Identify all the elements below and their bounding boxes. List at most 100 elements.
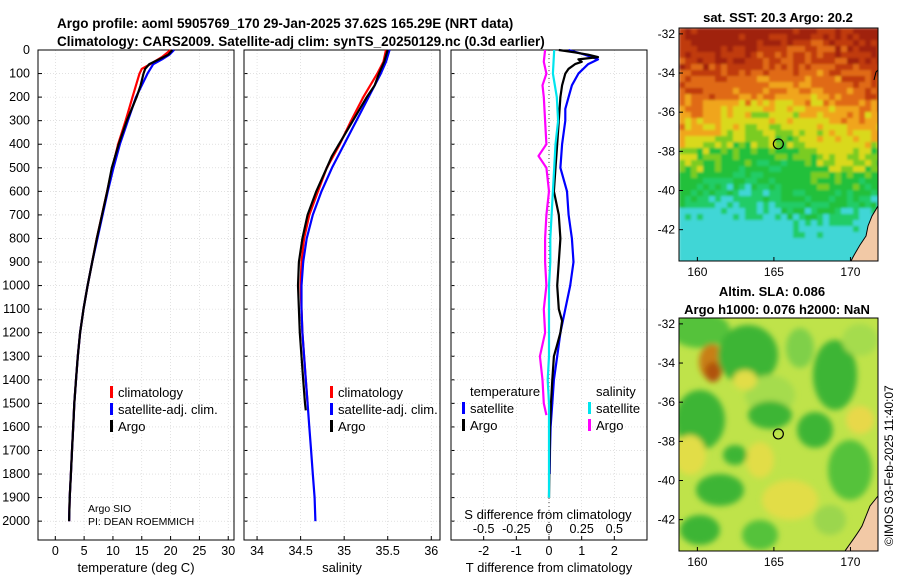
sst-cell (751, 64, 758, 71)
sst-cell (859, 178, 866, 185)
sst-cell (841, 34, 848, 41)
temperature-grid (38, 49, 234, 540)
sst-cell (721, 118, 728, 125)
sst-cell (751, 112, 758, 119)
sst-cell (781, 106, 788, 113)
sst-cell (697, 208, 704, 215)
sst-cell (763, 166, 770, 173)
sst-cell (853, 34, 860, 41)
sst-cell (793, 208, 800, 215)
sst-cell (775, 238, 782, 245)
sst-cell (799, 154, 806, 161)
sst-cell (799, 172, 806, 179)
sst-cell (769, 196, 776, 203)
sst-cell (721, 226, 728, 233)
sst-cell (757, 64, 764, 71)
sla-map-title-1: Altim. SLA: 0.086 (719, 284, 825, 299)
sst-cell (841, 190, 848, 197)
sst-cell (805, 52, 812, 59)
sst-cell (817, 166, 824, 173)
sst-cell (757, 100, 764, 107)
sst-cell (847, 118, 854, 125)
sst-cell (745, 148, 752, 155)
sst-cell (853, 148, 860, 155)
sst-cell (841, 112, 848, 119)
sst-cell (751, 238, 758, 245)
sst-cell (775, 88, 782, 95)
sst-cell (811, 190, 818, 197)
sst-cell (733, 28, 740, 35)
sst-cell (679, 46, 686, 53)
legend-label-climatology: climatology (118, 385, 184, 400)
sst-cell (865, 118, 872, 125)
sst-cell (769, 172, 776, 179)
sst-cell (751, 28, 758, 35)
sst-cell (805, 136, 812, 143)
sst-cell (793, 76, 800, 83)
sst-cell (811, 64, 818, 71)
sst-cell (751, 136, 758, 143)
sst-cell (715, 94, 722, 101)
sst-cell (769, 130, 776, 137)
sst-cell (799, 178, 806, 185)
sst-cell (787, 136, 794, 143)
sst-cell (793, 250, 800, 257)
sst-cell (733, 226, 740, 233)
sst-cell (763, 148, 770, 155)
sst-cell (697, 154, 704, 161)
sst-cell (709, 70, 716, 77)
sst-cell (871, 202, 878, 209)
legend-swatch-t-satellite (462, 402, 465, 414)
sst-cell (697, 142, 704, 149)
legend-swatch-satellite-sal (330, 403, 333, 415)
sst-cell (799, 136, 806, 143)
sst-cell (745, 100, 752, 107)
sst-cell (829, 58, 836, 65)
sst-cell (733, 208, 740, 215)
sst-cell (733, 214, 740, 221)
depth-tick-label: 800 (9, 231, 30, 245)
sst-cell (691, 208, 698, 215)
sst-cell (835, 82, 842, 89)
legend-swatch-s-satellite (588, 402, 591, 414)
sst-cell (727, 238, 734, 245)
sst-cell (817, 100, 824, 107)
sst-cell (763, 184, 770, 191)
sst-cell (835, 94, 842, 101)
sst-cell (793, 238, 800, 245)
sst-cell (691, 238, 698, 245)
sst-cell (715, 244, 722, 251)
sst-cell (817, 202, 824, 209)
sst-cell (823, 250, 830, 257)
sst-cell (805, 94, 812, 101)
sst-cell (835, 34, 842, 41)
sst-cell (859, 100, 866, 107)
sst-cell (847, 238, 854, 245)
sst-cell (685, 100, 692, 107)
sst-cell (715, 178, 722, 185)
sst-cell (745, 82, 752, 89)
sst-cell (787, 154, 794, 161)
sst-cell (733, 52, 740, 59)
map-lat-label: -34 (658, 66, 676, 80)
sst-cell (769, 208, 776, 215)
sst-cell (859, 190, 866, 197)
sst-cell (757, 46, 764, 53)
sst-cell (847, 76, 854, 83)
sla-coastline (844, 495, 878, 551)
sst-cell (727, 82, 734, 89)
sst-cell (745, 28, 752, 35)
sst-cell (853, 40, 860, 47)
sst-cell (841, 226, 848, 233)
sst-cell (823, 208, 830, 215)
sst-cell (787, 58, 794, 65)
sst-cell (799, 142, 806, 149)
sst-cell (871, 130, 878, 137)
sst-cell (811, 100, 818, 107)
sst-cell (727, 190, 734, 197)
sst-cell (769, 166, 776, 173)
sst-cell (769, 76, 776, 83)
sst-cell (763, 154, 770, 161)
sst-cell (763, 256, 770, 261)
sst-cell (823, 214, 830, 221)
